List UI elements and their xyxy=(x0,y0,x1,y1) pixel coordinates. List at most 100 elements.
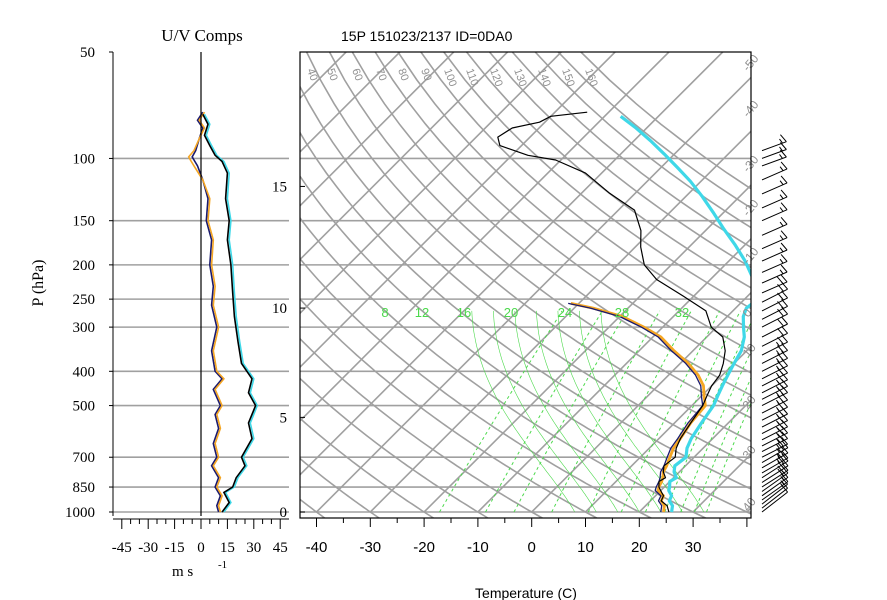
mixing-ratio-lines xyxy=(439,310,751,513)
wind-barb-flag xyxy=(780,175,788,184)
skewt-frame xyxy=(299,51,752,519)
dry-adiabat-line xyxy=(300,84,751,466)
mixing-ratio-line xyxy=(513,310,628,513)
isotherm-line xyxy=(584,345,751,513)
isotherm-line xyxy=(300,52,670,423)
wind-barb-half xyxy=(780,480,785,485)
wind-barb-staff xyxy=(761,149,787,159)
dry-adiabat-line xyxy=(351,52,751,397)
wind-barb-staff xyxy=(761,372,788,387)
wind-barb xyxy=(761,134,787,152)
wind-barb-flag xyxy=(776,276,784,285)
wind-barb-flag xyxy=(781,425,788,434)
uv-ytick-label: 300 xyxy=(73,320,96,336)
uv-xtick-label: 0 xyxy=(197,540,205,556)
temp-xtick-label: -30 xyxy=(359,539,381,556)
wind-barb-flag xyxy=(777,318,784,327)
temp-xtick-label: -20 xyxy=(413,539,435,556)
wind-barb-staff xyxy=(761,487,788,509)
sounding-parcel-orange-line xyxy=(570,302,707,513)
wind-barb-half xyxy=(775,350,780,355)
wind-barb-half xyxy=(775,358,780,363)
temp-xtick-label: -40 xyxy=(306,539,328,556)
wind-barb xyxy=(761,142,787,159)
wind-barb xyxy=(761,413,788,435)
wind-barb-flag xyxy=(777,442,785,451)
dry-adiabat-line xyxy=(300,498,326,518)
wind-barb-flag xyxy=(781,306,788,315)
wind-barb-staff xyxy=(761,379,788,394)
uv-ytick-label: 500 xyxy=(73,399,96,415)
dry-adiabat-line xyxy=(300,297,599,518)
height-km-label: 5 xyxy=(280,410,288,426)
isotherm-line xyxy=(638,399,751,513)
uv-series xyxy=(187,111,259,513)
wind-barb-staff xyxy=(761,469,789,488)
wind-barb-flag xyxy=(781,316,788,325)
wind-barb-half xyxy=(779,138,783,144)
wind-barb-half xyxy=(779,194,784,199)
dry-adiabat-label: 160 xyxy=(582,67,600,88)
isotherm-line xyxy=(315,76,751,513)
wind-barb-flag xyxy=(780,254,788,262)
wind-barb-half xyxy=(779,154,783,159)
dry-adiabat-line xyxy=(300,377,490,518)
height-km-label: 0 xyxy=(280,505,288,521)
uv-ytick-label: 400 xyxy=(73,364,96,380)
wind-barb-staff xyxy=(761,413,788,428)
moist-adiabat-line xyxy=(557,310,662,513)
wind-barb-staff xyxy=(761,249,788,262)
wind-barb-flag xyxy=(780,189,788,198)
wind-barb-staff xyxy=(761,481,789,501)
uv-xtick-label: 15 xyxy=(220,540,235,556)
dry-adiabat-line xyxy=(300,131,751,490)
dry-adiabat-line xyxy=(443,52,751,310)
dry-adiabat-line xyxy=(374,52,751,374)
temp-xtick-label: 0 xyxy=(528,539,536,556)
dry-adiabat-label: 40 xyxy=(304,67,319,83)
wind-barb-flag xyxy=(781,431,788,439)
skewt-panel-title: 15P 151023/2137 ID=0DA0 xyxy=(341,28,513,44)
dry-adiabat-line xyxy=(300,257,653,518)
wind-barb-half xyxy=(775,444,780,449)
isotherm-line xyxy=(423,183,751,513)
sounding-parcel-cyan-line xyxy=(619,115,751,513)
uv-ytick-label: 1000 xyxy=(65,505,95,521)
uv-xunits-label: m s xyxy=(172,564,193,580)
wind-barb-half xyxy=(775,379,780,385)
wind-barb-half xyxy=(775,341,780,347)
wind-barb-half xyxy=(780,475,785,481)
wind-barb-staff xyxy=(761,472,789,492)
wind-barb-half xyxy=(779,247,784,253)
uv-ytick-label: 50 xyxy=(80,45,95,61)
wind-barb-half xyxy=(775,392,780,398)
wind-barb xyxy=(761,431,788,453)
dry-adiabat-line xyxy=(300,457,381,518)
uv-xtick-label: -45 xyxy=(112,540,132,556)
skewt-grid xyxy=(300,52,751,518)
wind-barb-half xyxy=(779,146,783,152)
uv-ytick-label: 850 xyxy=(73,480,96,496)
wind-barb-half xyxy=(779,269,784,275)
dry-adiabat-label: 140 xyxy=(535,67,553,88)
uv-ytick-label: 100 xyxy=(73,151,96,167)
isotherm-line xyxy=(300,52,509,261)
wind-barb-flag xyxy=(780,230,788,239)
wind-barb xyxy=(761,230,788,250)
wind-barb-half xyxy=(779,180,784,185)
dry-adiabat-line xyxy=(420,52,751,331)
mixing-ratio-label: 8 xyxy=(381,305,388,320)
wind-barb-flag xyxy=(777,433,784,442)
uv-xtick-label: -30 xyxy=(138,540,158,556)
mixing-ratio-line xyxy=(680,350,751,513)
wind-barb-half xyxy=(775,432,780,438)
wind-barb xyxy=(761,161,788,181)
uv-ytick-label: 200 xyxy=(73,258,96,274)
wind-barb xyxy=(761,281,788,303)
uv-panel-title: U/V Comps xyxy=(161,26,242,45)
wind-barb-flag xyxy=(780,134,787,143)
wind-barb-staff xyxy=(761,491,788,513)
wind-barb-staff xyxy=(761,141,787,152)
mixing-ratio-line xyxy=(551,310,661,513)
wind-barb-half xyxy=(775,426,780,432)
